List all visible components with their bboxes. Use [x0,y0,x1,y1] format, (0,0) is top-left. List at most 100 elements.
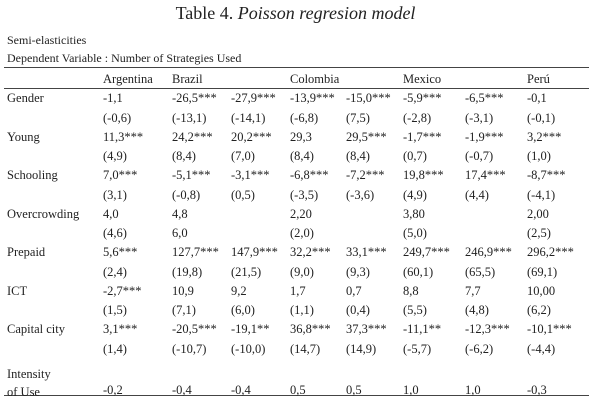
cell-value: 37,3*** [346,322,387,336]
cell-se: 6,0 [172,226,188,240]
cell-se: (6,2) [527,303,551,317]
cell-value: 2,20 [290,206,312,221]
table-title: Table 4. Poisson regresion model [0,3,591,24]
cell-value: 10,00 [527,283,556,298]
cell-value: -7,2*** [346,168,385,182]
cell-value: 0,5 [290,382,306,397]
cell-value: -27,9*** [231,91,276,105]
cell-se: (-0,8) [172,187,201,202]
cell-value: -0,2 [103,382,123,397]
cell-value: 1,0 [465,382,481,397]
cell-value: -26,5*** [172,91,217,105]
cell-se: (4,9) [403,187,427,202]
cell-value: 246,9*** [465,245,512,259]
cell-se: (-3,1) [465,110,494,125]
cell-value: 17,4*** [465,168,506,182]
cell-se: (-2,8) [403,110,432,125]
row-label: Intensity of Use [7,366,51,399]
cell-se: (4,4) [465,187,489,202]
column-header: Mexico [403,72,442,86]
cell-value: 19,8*** [403,168,444,182]
cell-value: 4,8 [172,206,188,221]
cell-value: 0,5 [346,382,362,397]
cell-se: (-0,7) [465,149,494,163]
column-header: Colombia [290,72,340,86]
cell-value: -15,0*** [346,91,391,105]
cell-se: (-0,6) [103,110,132,125]
cell-value: 29,3 [290,129,312,144]
cell-se: (6,0) [231,303,255,317]
cell-se: (4,6) [103,226,127,240]
cell-se: (-10,0) [231,341,266,356]
cell-value: 5,6*** [103,245,138,259]
cell-se: (3,1) [103,187,127,202]
cell-value: 3,2*** [527,129,562,144]
cell-se: (-3,5) [290,187,319,202]
row-label: Overcrowding [7,206,80,221]
cell-value: -0,3 [527,382,547,397]
cell-se: (8,4) [346,149,370,163]
cell-value: 249,7*** [403,245,450,259]
cell-value: -11,1** [403,322,442,336]
cell-se: (0,5) [231,187,255,202]
cell-se: (7,0) [231,149,255,163]
cell-value: 296,2*** [527,245,574,259]
rule [4,88,589,89]
cell-value: -0,4 [231,382,251,397]
cell-se: (1,4) [103,341,127,356]
cell-se: (2,4) [103,264,127,279]
cell-se: (-13,1) [172,110,207,125]
cell-se: (-6,2) [465,341,494,356]
cell-value: -2,7*** [103,283,142,298]
row-label: Schooling [7,168,58,182]
row-label: Gender [7,91,44,105]
cell-value: 1,7 [290,283,306,298]
cell-value: -1,9*** [465,129,504,144]
row-label: Prepaid [7,245,46,259]
cell-se: (4,8) [465,303,489,317]
cell-value: -5,9*** [403,91,442,105]
cell-value: -0,1 [527,91,547,105]
cell-value: 7,0*** [103,168,138,182]
cell-se: (7,5) [346,110,370,125]
cell-se: (1,0) [527,149,551,163]
cell-value: 33,1*** [346,245,387,259]
cell-se: (9,0) [290,264,314,279]
cell-value: 2,00 [527,206,549,221]
cell-value: -5,1*** [172,168,211,182]
column-header: Perú [527,72,550,86]
cell-se: (65,5) [465,264,496,279]
rule [4,395,589,396]
cell-value: -6,8*** [290,168,329,182]
cell-se: (2,5) [527,226,551,240]
cell-se: (5,5) [403,303,427,317]
cell-value: 1,0 [403,382,419,397]
cell-value: 36,8*** [290,322,331,336]
cell-value: -0,4 [172,382,192,397]
cell-se: (14,7) [290,341,321,356]
cell-value: 24,2*** [172,129,213,144]
note: Semi-elasticities [7,33,87,47]
title-text: Poisson regresion model [237,3,416,23]
cell-value: 11,3*** [103,129,144,144]
cell-se: (69,1) [527,264,558,279]
cell-value: -8,7*** [527,168,566,182]
cell-se: (0,4) [346,303,370,317]
cell-value: -6,5*** [465,91,504,105]
cell-value: 32,2*** [290,245,331,259]
cell-se: (-14,1) [231,110,266,125]
dependent-variable: Dependent Variable : Number of Strategie… [7,51,242,65]
cell-value: 9,2 [231,283,247,298]
column-header: Argentina [103,72,153,86]
cell-se: (-3,6) [346,187,375,202]
row-label: ICT [7,283,28,298]
cell-se: (8,4) [172,149,196,163]
cell-value: 127,7*** [172,245,219,259]
cell-se: (2,0) [290,226,314,240]
row-label: Young [7,129,40,144]
cell-value: 8,8 [403,283,419,298]
cell-value: -10,1*** [527,322,572,336]
cell-value: 3,80 [403,206,425,221]
cell-se: (8,4) [290,149,314,163]
